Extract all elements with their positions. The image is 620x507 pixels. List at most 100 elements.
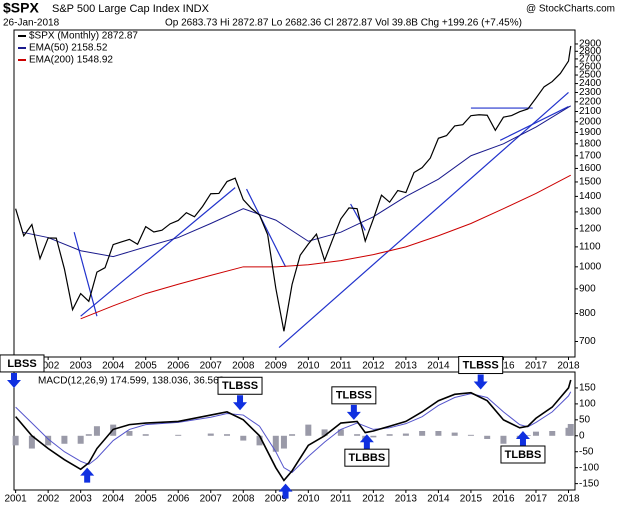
annotation-arrow <box>346 404 361 420</box>
histogram-bar <box>549 431 556 436</box>
x-tick-label: 2008 <box>232 361 255 372</box>
x-tick-label: 2011 <box>330 361 352 372</box>
annotation-arrow <box>515 431 530 446</box>
histogram-bar <box>524 435 531 436</box>
annotation-arrow <box>80 467 95 483</box>
y-tick-label: 1100 <box>579 242 601 253</box>
x-tick-label: 2016 <box>492 361 515 372</box>
y-tick-label: 2100 <box>579 106 602 117</box>
trend-line <box>278 92 569 349</box>
x-tick-label: 2005 <box>135 361 158 372</box>
macd-line <box>15 379 572 482</box>
y-tick-label: 1000 <box>579 261 602 272</box>
x-tick-label: 2007 <box>200 494 223 505</box>
symbol: $SPX <box>3 0 39 16</box>
date: 26-Jan-2018 <box>3 18 60 29</box>
annotation-box <box>217 376 263 395</box>
y-tick-label: 2000 <box>579 116 602 127</box>
annotation-label: LBSS <box>7 358 36 370</box>
y-tick-label: 800 <box>579 308 596 319</box>
trend-line <box>499 106 569 141</box>
histogram-bar <box>207 433 214 436</box>
x-tick-label: 2008 <box>232 494 255 505</box>
y-tick-label: 1600 <box>579 163 602 174</box>
histogram-bar <box>484 435 491 439</box>
x-tick-label: 2004 <box>102 361 125 372</box>
x-tick-label: 2013 <box>395 361 418 372</box>
x-tick-label: 2003 <box>70 361 93 372</box>
quote: Op 2683.73 Hi 2872.87 Lo 2682.36 Cl 2872… <box>165 18 522 29</box>
annotation-box <box>331 386 377 405</box>
x-tick-label: 2003 <box>70 494 93 505</box>
histogram-bar <box>305 424 312 436</box>
y-tick-label: 1700 <box>579 150 602 161</box>
histogram-bar <box>567 423 574 436</box>
annotation-label: TLBBS <box>505 449 542 461</box>
histogram-bar <box>354 434 361 436</box>
annotation-box <box>458 356 504 375</box>
x-tick-label: 2017 <box>525 361 548 372</box>
trend-line <box>80 187 236 317</box>
y-tick-label: 2600 <box>579 61 602 72</box>
histogram-bar <box>402 433 409 436</box>
y-tick-label: 2500 <box>579 70 602 81</box>
histogram-bar <box>419 431 426 436</box>
y-tick-label: 2800 <box>579 46 602 57</box>
annotation-label: TLBSS <box>336 390 372 402</box>
y-tick-label: -100 <box>579 462 599 473</box>
plot-frame <box>13 371 576 491</box>
histogram-bar <box>289 434 296 436</box>
x-tick-label: 2001 <box>5 494 28 505</box>
y-tick-label: 2200 <box>579 96 602 107</box>
price-line <box>15 45 572 332</box>
histogram-bar <box>467 434 474 436</box>
histogram-bar <box>280 435 287 449</box>
histogram-bar <box>61 435 68 444</box>
credit: @ StockCharts.com <box>526 4 615 15</box>
annotation-arrow <box>473 374 488 390</box>
x-tick-label: 2011 <box>330 494 352 505</box>
x-tick-label: 2005 <box>135 494 158 505</box>
y-tick-label: 700 <box>579 336 596 347</box>
x-tick-label: 2012 <box>362 361 385 372</box>
x-tick-label: 2004 <box>102 494 125 505</box>
y-tick-label: 1200 <box>579 223 602 234</box>
histogram-bar <box>175 434 182 436</box>
histogram-bar <box>93 426 100 436</box>
ema-line <box>80 174 572 320</box>
histogram-bar <box>142 434 149 436</box>
annotation-label: TLBSS <box>463 359 499 371</box>
annotation-label: TLBSS <box>222 380 258 392</box>
trend-line <box>73 232 98 317</box>
y-tick-label: 1500 <box>579 177 602 188</box>
y-tick-label: 1800 <box>579 138 602 149</box>
trend-line <box>245 188 287 268</box>
legend-label: $SPX (Monthly) 2872.87 <box>29 31 138 42</box>
histogram-bar <box>370 435 377 438</box>
annotation-label: TLBBS <box>349 452 386 464</box>
histogram-bar <box>256 435 263 446</box>
x-tick-label: 2009 <box>265 361 288 372</box>
histogram-bar <box>12 435 19 446</box>
x-tick-label: 2018 <box>557 494 580 505</box>
annotation-arrow <box>233 395 248 411</box>
y-tick-label: 100 <box>579 399 596 410</box>
plot-frame <box>13 29 576 358</box>
x-tick-label: 2009 <box>265 494 288 505</box>
y-tick-label: 150 <box>579 383 596 394</box>
histogram-bar <box>240 435 247 441</box>
x-tick-label: 2014 <box>427 361 450 372</box>
ema-line <box>22 105 572 258</box>
histogram-bar <box>435 431 442 436</box>
annotation-arrow <box>7 372 21 388</box>
histogram-bar <box>224 434 231 436</box>
histogram-bar <box>532 431 539 436</box>
x-tick-label: 2018 <box>557 361 580 372</box>
x-tick-label: 2002 <box>37 361 60 372</box>
x-tick-label: 2010 <box>297 494 320 505</box>
macd-legend: MACD(12,26,9) 174.599, 138.036, 36.563 <box>38 376 225 387</box>
histogram-bar <box>451 432 458 436</box>
legend-label: EMA(50) 2158.52 <box>29 43 108 54</box>
x-tick-label: 2012 <box>362 494 385 505</box>
